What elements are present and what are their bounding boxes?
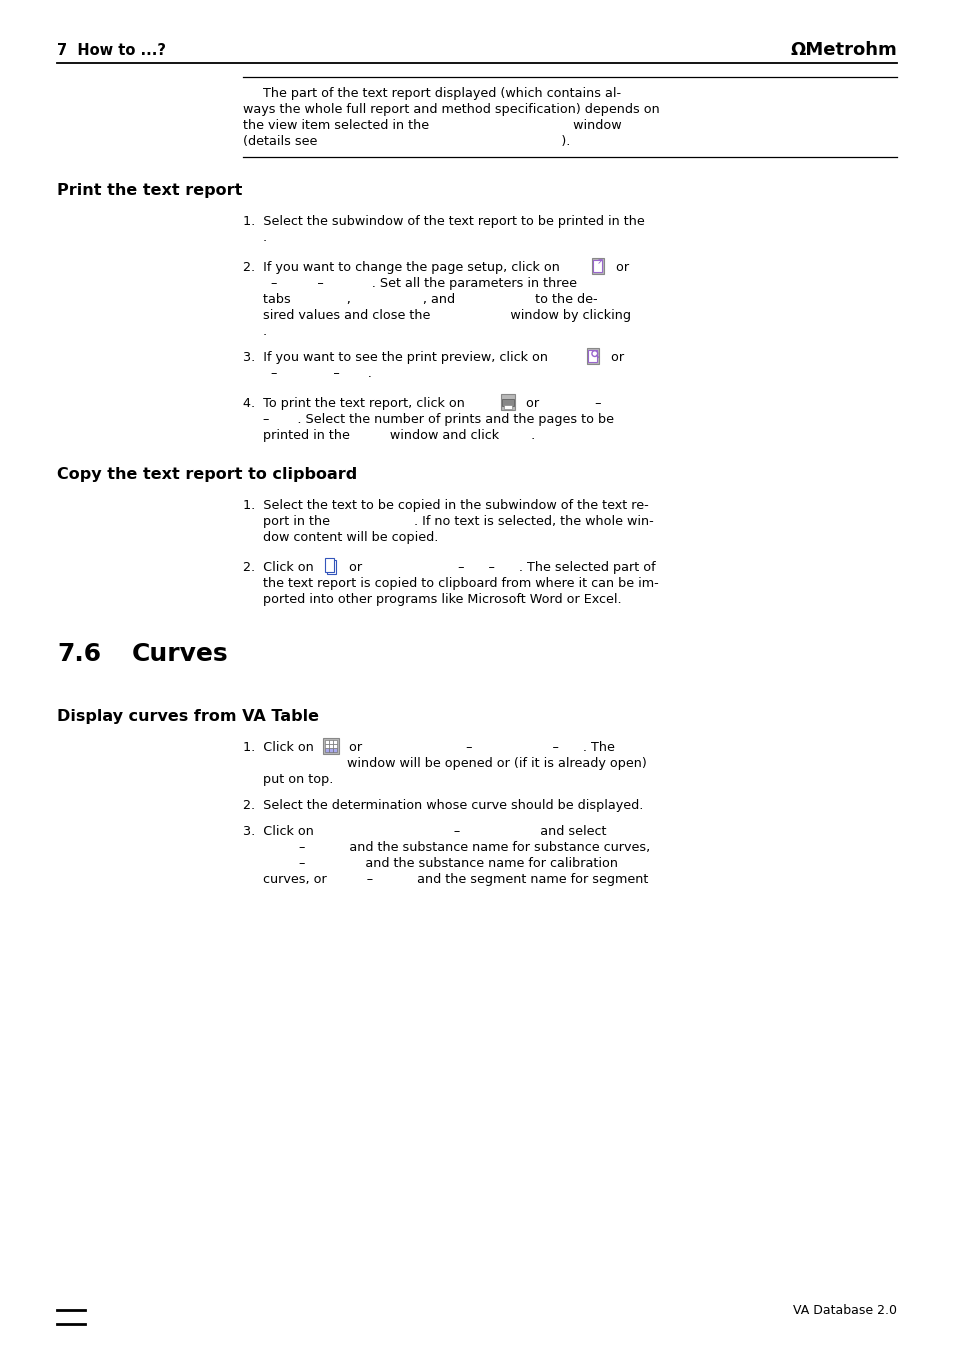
Text: the view item selected in the                                    window: the view item selected in the window [243,119,621,132]
Text: sired values and close the                    window by clicking: sired values and close the window by cli… [243,309,630,322]
FancyBboxPatch shape [333,744,337,748]
Text: or: or [612,261,628,274]
Text: Display curves from VA Table: Display curves from VA Table [57,709,318,724]
Text: tabs              ,                  , and                    to the de-: tabs , , and to the de- [243,293,597,305]
Text: 3.  If you want to see the print preview, click on: 3. If you want to see the print preview,… [243,351,547,363]
Text: –              –       .: – – . [271,367,372,380]
Text: –               and the substance name for calibration: – and the substance name for calibration [243,857,618,870]
FancyBboxPatch shape [324,558,334,571]
FancyBboxPatch shape [329,744,333,748]
FancyBboxPatch shape [329,739,333,744]
Text: ported into other programs like Microsoft Word or Excel.: ported into other programs like Microsof… [243,593,621,607]
Text: the text report is copied to clipboard from where it can be im-: the text report is copied to clipboard f… [243,577,659,590]
Text: –          –            . Set all the parameters in three: – – . Set all the parameters in three [271,277,577,290]
Text: .: . [263,231,267,245]
FancyBboxPatch shape [586,349,598,363]
FancyBboxPatch shape [503,405,512,409]
FancyBboxPatch shape [333,748,337,753]
Text: Print the text report: Print the text report [57,182,242,199]
Text: curves, or          –           and the segment name for segment: curves, or – and the segment name for se… [243,873,648,886]
Text: 2.  If you want to change the page setup, click on: 2. If you want to change the page setup,… [243,261,559,274]
Text: put on top.: put on top. [243,773,333,786]
Text: ways the whole full report and method specification) depends on: ways the whole full report and method sp… [243,103,659,116]
FancyBboxPatch shape [501,399,514,407]
Text: or              –: or – [521,397,601,409]
FancyBboxPatch shape [592,258,603,274]
Text: dow content will be copied.: dow content will be copied. [243,531,438,544]
Text: or: or [606,351,623,363]
Text: printed in the          window and click        .: printed in the window and click . [243,430,535,442]
Text: Curves: Curves [132,642,229,666]
Text: 7  How to ...?: 7 How to ...? [57,43,166,58]
Text: (details see                                                             ).: (details see ). [243,135,570,149]
FancyBboxPatch shape [326,561,335,574]
Text: 3.  Click on                                   –                    and select: 3. Click on – and select [243,825,606,838]
FancyBboxPatch shape [500,394,515,409]
Text: 2.  Select the determination whose curve should be displayed.: 2. Select the determination whose curve … [243,798,642,812]
Text: ΩMetrohm: ΩMetrohm [789,41,896,59]
Text: 7.6: 7.6 [57,642,101,666]
Text: 1.  Select the text to be copied in the subwindow of the text re-: 1. Select the text to be copied in the s… [243,499,648,512]
Text: –       . Select the number of prints and the pages to be: – . Select the number of prints and the … [243,413,614,426]
FancyBboxPatch shape [324,748,329,753]
Text: 1.  Click on: 1. Click on [243,740,314,754]
FancyBboxPatch shape [323,738,338,754]
FancyBboxPatch shape [588,350,597,362]
Text: 1.  Select the subwindow of the text report to be printed in the: 1. Select the subwindow of the text repo… [243,215,644,228]
Text: –           and the substance name for substance curves,: – and the substance name for substance c… [243,842,650,854]
Text: port in the                     . If no text is selected, the whole win-: port in the . If no text is selected, th… [243,515,653,528]
Text: or                          –                    –      . The: or – – . The [345,740,615,754]
FancyBboxPatch shape [333,739,337,744]
Text: VA Database 2.0: VA Database 2.0 [792,1304,896,1317]
FancyBboxPatch shape [324,739,329,744]
Text: or                        –      –      . The selected part of: or – – . The selected part of [345,561,655,574]
Text: The part of the text report displayed (which contains al-: The part of the text report displayed (w… [263,86,620,100]
Text: 4.  To print the text report, click on: 4. To print the text report, click on [243,397,464,409]
FancyBboxPatch shape [593,259,602,273]
Text: window will be opened or (if it is already open): window will be opened or (if it is alrea… [271,757,646,770]
Text: .: . [263,326,267,338]
FancyBboxPatch shape [329,748,333,753]
Text: Copy the text report to clipboard: Copy the text report to clipboard [57,467,356,482]
Text: 2.  Click on: 2. Click on [243,561,314,574]
FancyBboxPatch shape [324,744,329,748]
